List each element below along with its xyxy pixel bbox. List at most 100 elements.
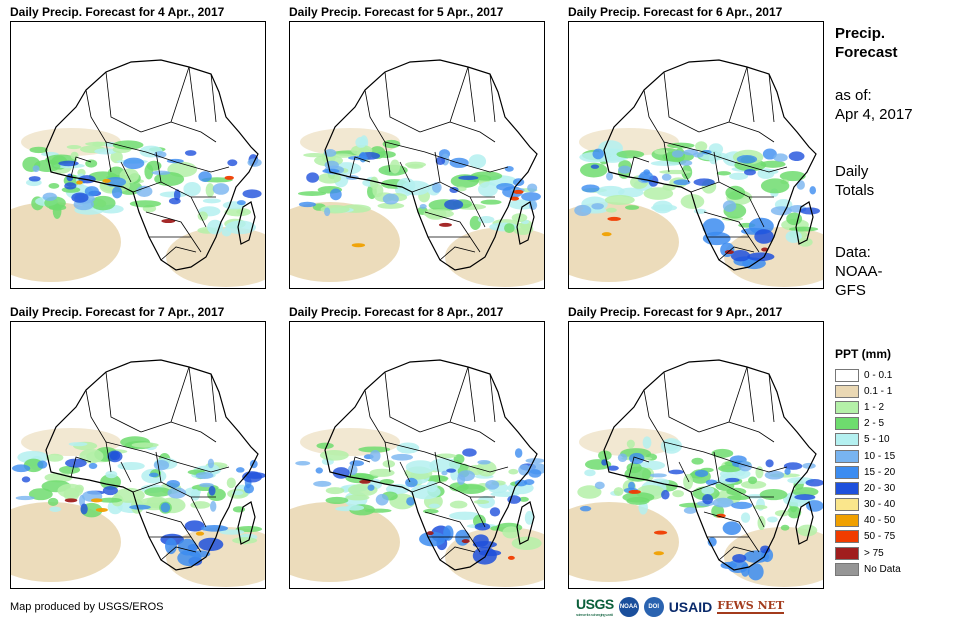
- legend-item: 5 - 10: [835, 432, 901, 448]
- precip-area: [716, 171, 732, 176]
- legend-item: 40 - 50: [835, 513, 901, 529]
- country-border: [120, 461, 132, 483]
- precip-area: [375, 493, 389, 506]
- country-border: [175, 161, 230, 173]
- precip-area: [643, 187, 674, 200]
- africa-map-svg: [569, 359, 823, 587]
- country-border: [160, 246, 197, 261]
- precip-area: [457, 474, 466, 485]
- precip-area: [683, 474, 694, 490]
- precip-area: [679, 160, 693, 166]
- legend-label: 30 - 40: [864, 499, 896, 511]
- precip-area: [151, 170, 171, 175]
- asof-label: as of:: [835, 87, 872, 104]
- precip-area: [207, 458, 215, 469]
- legend-item: 10 - 15: [835, 448, 901, 464]
- sidebar-title-line2: Forecast: [835, 44, 898, 61]
- precip-area: [423, 508, 439, 514]
- precip-area: [396, 177, 416, 193]
- precip-area: [468, 154, 487, 169]
- precip-area: [613, 487, 624, 496]
- country-border: [170, 421, 217, 443]
- country-border: [643, 89, 670, 173]
- precip-area: [695, 141, 708, 152]
- panel-title-5: Daily Precip. Forecast for 8 Apr., 2017: [289, 305, 504, 319]
- country-border: [467, 366, 476, 423]
- precip-area: [247, 158, 262, 167]
- precip-area: [511, 536, 542, 550]
- asof-block: as of: Apr 4, 2017: [835, 86, 913, 124]
- precip-area: [199, 482, 214, 488]
- fews-net-logo: FEWS NET: [717, 599, 785, 614]
- country-border: [210, 373, 217, 423]
- precip-area: [715, 513, 726, 518]
- precip-area: [453, 454, 465, 464]
- precip-area: [787, 506, 802, 519]
- legend-label: 50 - 75: [864, 531, 896, 543]
- precip-area: [618, 165, 632, 174]
- precip-area: [224, 175, 234, 180]
- precip-area: [722, 521, 742, 536]
- precip-area: [712, 497, 734, 508]
- precip-area: [407, 164, 424, 169]
- precip-area: [369, 468, 395, 477]
- precip-area: [129, 200, 162, 208]
- precip-area: [129, 504, 151, 510]
- precip-area: [788, 151, 805, 162]
- precip-area: [369, 449, 381, 462]
- precip-area: [66, 145, 82, 150]
- precip-area: [480, 199, 502, 205]
- sidebar-title: Precip. Forecast: [835, 24, 898, 62]
- legend-item: 0 - 0.1: [835, 367, 901, 383]
- legend-swatch: [835, 481, 859, 495]
- country-border: [439, 246, 476, 261]
- noaa-logo-text: NOAA: [619, 603, 638, 610]
- country-border: [132, 181, 207, 228]
- precip-area: [184, 150, 197, 156]
- country-border: [349, 456, 371, 478]
- country-border: [698, 66, 748, 133]
- precip-area: [455, 529, 470, 546]
- precip-area: [444, 199, 464, 210]
- legend-title: PPT (mm): [835, 347, 892, 361]
- precip-area: [195, 531, 205, 536]
- country-border: [703, 511, 760, 553]
- legend-swatch: [835, 384, 859, 398]
- country-border: [449, 421, 496, 443]
- precip-area: [64, 498, 78, 503]
- precip-area: [725, 185, 746, 200]
- precip-area: [590, 164, 600, 169]
- madagascar-outline: [795, 201, 814, 245]
- precip-area: [757, 515, 766, 531]
- precip-area: [236, 209, 246, 215]
- precip-area: [720, 242, 735, 258]
- country-border: [454, 161, 509, 173]
- noaa-logo: NOAA: [618, 596, 639, 617]
- precip-area: [80, 503, 88, 515]
- africa-coastline: [45, 359, 259, 571]
- precip-area: [21, 476, 31, 483]
- legend-item: 20 - 30: [835, 480, 901, 496]
- precip-area: [84, 186, 99, 197]
- precip-area: [701, 486, 715, 495]
- precip-area: [462, 448, 477, 457]
- precip-area: [693, 178, 715, 186]
- country-border: [105, 141, 177, 163]
- legend-item: 30 - 40: [835, 497, 901, 513]
- precip-area: [755, 466, 764, 479]
- precip-area: [315, 467, 323, 474]
- legend-label: 0 - 0.1: [864, 369, 893, 381]
- country-border: [663, 371, 700, 433]
- precip-area: [722, 200, 737, 212]
- precip-area: [33, 159, 61, 172]
- madagascar-outline: [237, 501, 256, 545]
- country-border: [728, 121, 775, 143]
- precip-area: [102, 485, 118, 496]
- legend-swatch: [835, 368, 859, 382]
- logo-strip: USGS science for a changing world NOAA D…: [576, 596, 785, 617]
- precip-area: [748, 476, 758, 485]
- precip-area: [604, 194, 635, 205]
- precip-area: [58, 160, 79, 167]
- precip-area: [507, 495, 521, 504]
- precip-area: [298, 201, 317, 208]
